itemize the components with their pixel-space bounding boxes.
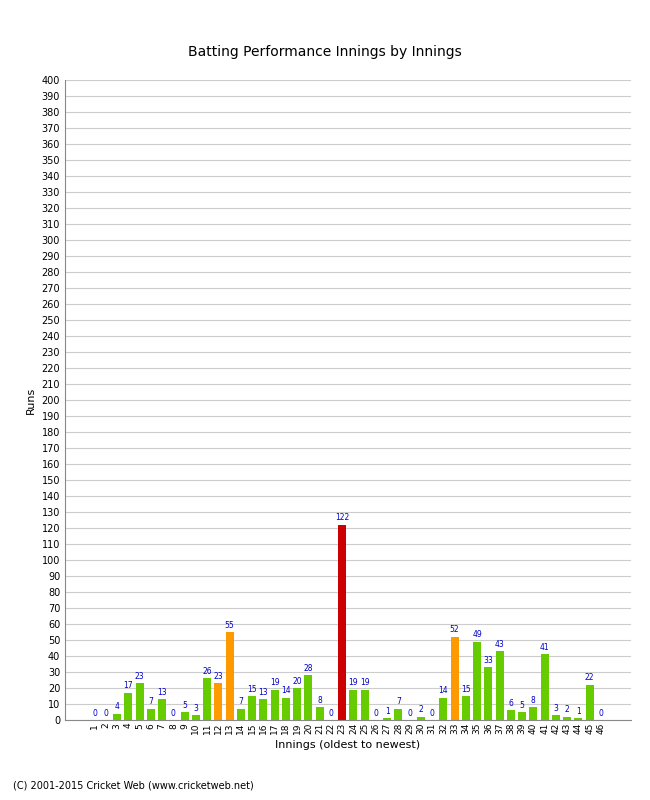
Bar bbox=[304, 675, 312, 720]
Text: 7: 7 bbox=[148, 698, 153, 706]
Bar bbox=[338, 525, 346, 720]
Text: 19: 19 bbox=[360, 678, 369, 687]
Text: 28: 28 bbox=[304, 664, 313, 673]
Bar bbox=[541, 654, 549, 720]
Bar bbox=[147, 709, 155, 720]
Text: (C) 2001-2015 Cricket Web (www.cricketweb.net): (C) 2001-2015 Cricket Web (www.cricketwe… bbox=[13, 780, 254, 790]
Text: 0: 0 bbox=[407, 709, 412, 718]
Text: 55: 55 bbox=[225, 621, 235, 630]
Text: 22: 22 bbox=[585, 674, 594, 682]
Bar bbox=[136, 683, 144, 720]
Bar bbox=[473, 642, 481, 720]
Bar bbox=[124, 693, 133, 720]
Text: 2: 2 bbox=[565, 706, 569, 714]
Bar bbox=[350, 690, 358, 720]
Text: 8: 8 bbox=[317, 696, 322, 705]
Text: 23: 23 bbox=[214, 672, 223, 681]
Text: 1: 1 bbox=[576, 707, 580, 716]
Text: 19: 19 bbox=[270, 678, 280, 687]
Text: 7: 7 bbox=[396, 698, 401, 706]
Text: 3: 3 bbox=[553, 704, 558, 713]
Bar bbox=[450, 637, 458, 720]
Text: 15: 15 bbox=[461, 685, 471, 694]
Bar bbox=[518, 712, 526, 720]
Text: 49: 49 bbox=[473, 630, 482, 639]
Bar bbox=[462, 696, 470, 720]
Text: 23: 23 bbox=[135, 672, 144, 681]
Text: 8: 8 bbox=[531, 696, 536, 705]
Text: 14: 14 bbox=[281, 686, 291, 695]
Text: 52: 52 bbox=[450, 626, 460, 634]
Text: 0: 0 bbox=[430, 709, 435, 718]
Text: 26: 26 bbox=[202, 667, 212, 676]
Text: 3: 3 bbox=[194, 704, 198, 713]
Text: 33: 33 bbox=[484, 656, 493, 665]
Bar bbox=[203, 678, 211, 720]
Bar bbox=[530, 707, 538, 720]
Bar bbox=[316, 707, 324, 720]
Text: 0: 0 bbox=[103, 709, 109, 718]
Text: 2: 2 bbox=[419, 706, 423, 714]
Text: 122: 122 bbox=[335, 514, 349, 522]
Bar bbox=[192, 715, 200, 720]
Bar bbox=[113, 714, 121, 720]
Bar bbox=[181, 712, 188, 720]
Text: 6: 6 bbox=[508, 699, 514, 708]
Bar bbox=[484, 667, 492, 720]
Bar bbox=[586, 685, 593, 720]
Bar bbox=[552, 715, 560, 720]
Text: 15: 15 bbox=[247, 685, 257, 694]
Bar bbox=[361, 690, 369, 720]
Bar bbox=[282, 698, 290, 720]
Bar bbox=[214, 683, 222, 720]
Text: 19: 19 bbox=[348, 678, 358, 687]
Bar bbox=[226, 632, 233, 720]
Bar bbox=[496, 651, 504, 720]
Text: 13: 13 bbox=[157, 688, 167, 697]
Text: Batting Performance Innings by Innings: Batting Performance Innings by Innings bbox=[188, 45, 462, 59]
Text: 41: 41 bbox=[540, 643, 549, 652]
Bar bbox=[259, 699, 267, 720]
Bar bbox=[248, 696, 256, 720]
Bar bbox=[575, 718, 582, 720]
Bar bbox=[384, 718, 391, 720]
Text: 0: 0 bbox=[599, 709, 603, 718]
Text: 5: 5 bbox=[520, 701, 525, 710]
Bar bbox=[395, 709, 402, 720]
Y-axis label: Runs: Runs bbox=[26, 386, 36, 414]
Text: 4: 4 bbox=[114, 702, 120, 711]
Text: 0: 0 bbox=[374, 709, 378, 718]
Text: 0: 0 bbox=[171, 709, 176, 718]
Text: 13: 13 bbox=[259, 688, 268, 697]
Text: 1: 1 bbox=[385, 707, 389, 716]
Bar bbox=[270, 690, 279, 720]
Bar bbox=[563, 717, 571, 720]
Text: 7: 7 bbox=[239, 698, 243, 706]
Text: 20: 20 bbox=[292, 677, 302, 686]
Bar bbox=[507, 710, 515, 720]
Text: 5: 5 bbox=[182, 701, 187, 710]
Bar bbox=[417, 717, 425, 720]
X-axis label: Innings (oldest to newest): Innings (oldest to newest) bbox=[275, 740, 421, 750]
Text: 14: 14 bbox=[439, 686, 448, 695]
Text: 17: 17 bbox=[124, 682, 133, 690]
Text: 0: 0 bbox=[92, 709, 97, 718]
Bar bbox=[293, 688, 301, 720]
Bar bbox=[158, 699, 166, 720]
Text: 0: 0 bbox=[328, 709, 333, 718]
Bar bbox=[439, 698, 447, 720]
Bar bbox=[237, 709, 245, 720]
Text: 43: 43 bbox=[495, 640, 504, 649]
